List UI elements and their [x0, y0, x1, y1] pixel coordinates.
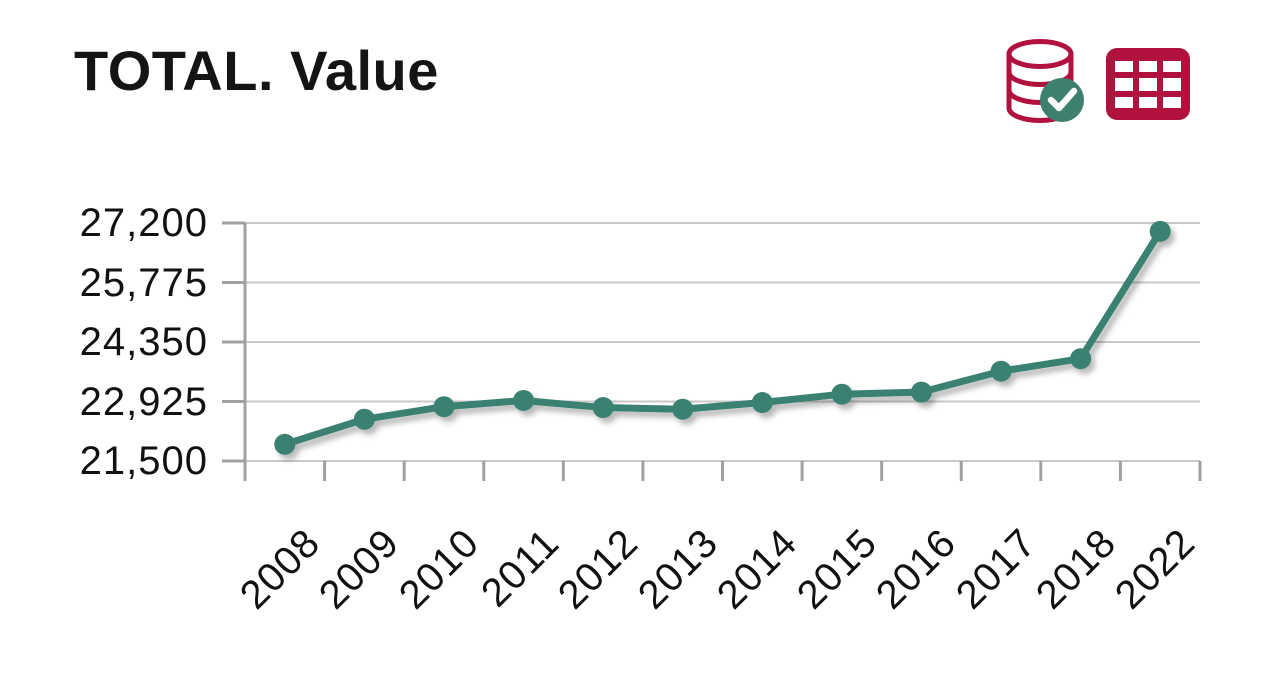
y-axis-label: 22,925 [79, 379, 208, 424]
check-mark-icon [1047, 87, 1078, 112]
data-point-2012[interactable] [592, 397, 614, 419]
table-grid-icon[interactable] [1106, 48, 1190, 120]
data-point-2011[interactable] [513, 389, 535, 411]
database-check-icon[interactable] [1000, 36, 1084, 128]
y-axis-label: 21,500 [79, 439, 208, 483]
data-point-2022[interactable] [1149, 220, 1171, 242]
data-point-2018[interactable] [1070, 348, 1092, 370]
y-axis-label: 24,350 [79, 320, 208, 364]
data-point-2009[interactable] [353, 408, 375, 430]
data-point-2010[interactable] [433, 396, 455, 418]
data-point-2013[interactable] [672, 398, 694, 420]
data-point-2014[interactable] [751, 392, 773, 414]
data-point-2015[interactable] [831, 383, 853, 405]
icon-bar [1000, 36, 1196, 128]
data-point-2008[interactable] [274, 433, 296, 455]
data-point-2017[interactable] [990, 360, 1012, 382]
page-title: TOTAL. Value [74, 39, 439, 102]
y-axis-label: 25,775 [79, 260, 208, 305]
y-axis-label: 27,200 [79, 201, 208, 245]
data-point-2016[interactable] [910, 381, 932, 403]
series-line [281, 227, 1164, 448]
